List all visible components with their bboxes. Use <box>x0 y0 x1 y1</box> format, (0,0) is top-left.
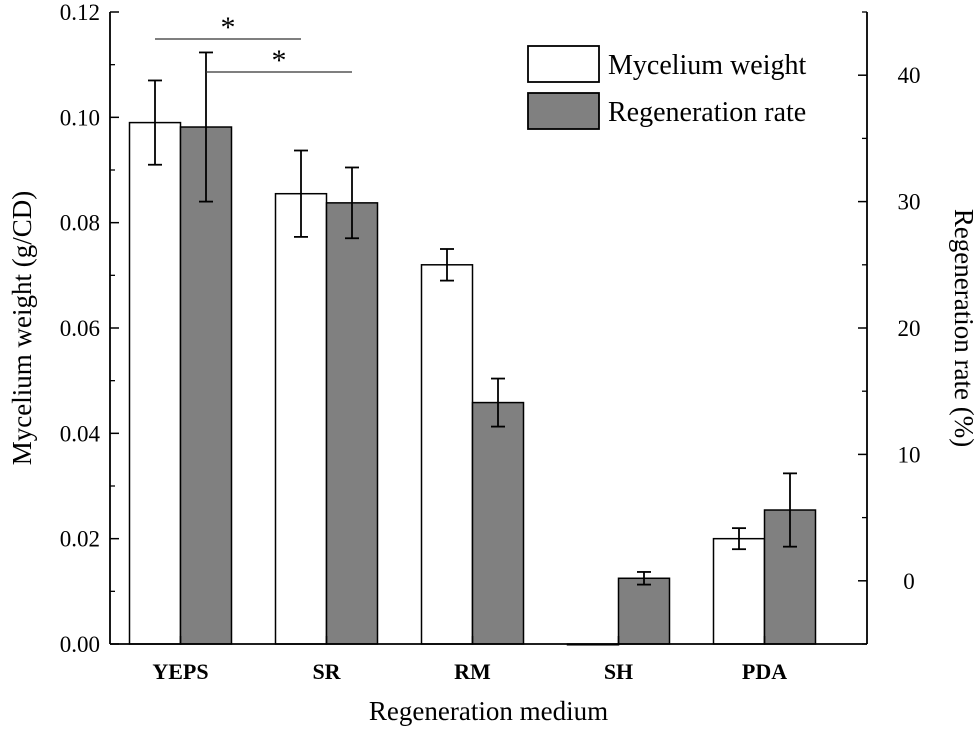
left-y-tick-label: 0.04 <box>60 421 101 446</box>
significance-star: * <box>272 44 287 77</box>
right-y-tick-label: 30 <box>898 190 921 215</box>
bar-regeneration-pda <box>763 509 817 645</box>
left-y-tick-label: 0.10 <box>60 105 100 130</box>
category-label-pda: PDA <box>742 659 787 684</box>
legend-swatch-regeneration <box>527 92 600 130</box>
left-y-tick-label: 0.02 <box>60 527 100 552</box>
category-label-sr: SR <box>312 659 341 684</box>
right-y-axis-title: Regeneration rate (%) <box>949 209 975 447</box>
bar-regeneration-sr <box>325 202 379 645</box>
category-label-sh: SH <box>604 659 633 684</box>
legend-label-regeneration: Regeneration rate <box>608 97 806 128</box>
left-y-tick-label: 0.12 <box>60 0 100 25</box>
bar-mycelium-pda <box>712 537 766 645</box>
right-y-tick-label: 40 <box>898 63 921 88</box>
right-y-tick-label: 10 <box>898 442 921 467</box>
legend-label-mycelium: Mycelium weight <box>608 50 807 81</box>
category-label-rm: RM <box>454 659 491 684</box>
bar-mycelium-rm <box>420 264 474 645</box>
legend-swatch-mycelium <box>527 45 600 83</box>
category-label-yeps: YEPS <box>152 659 208 684</box>
left-y-axis-title: Mycelium weight (g/CD) <box>7 191 37 465</box>
right-y-tick-label: 0 <box>903 569 915 594</box>
right-y-tick-label: 20 <box>898 316 921 341</box>
x-axis-title: Regeneration medium <box>369 696 608 726</box>
left-y-tick-label: 0.00 <box>60 632 100 657</box>
bar-mycelium-sr <box>274 192 328 645</box>
left-y-tick-label: 0.06 <box>60 316 100 341</box>
significance-star: * <box>221 11 236 44</box>
bar-mycelium-yeps <box>128 121 182 645</box>
bar-regeneration-rm <box>471 401 525 645</box>
left-y-tick-label: 0.08 <box>60 211 100 236</box>
bar-regeneration-sh <box>617 577 671 645</box>
bar-regeneration-yeps <box>179 126 233 645</box>
